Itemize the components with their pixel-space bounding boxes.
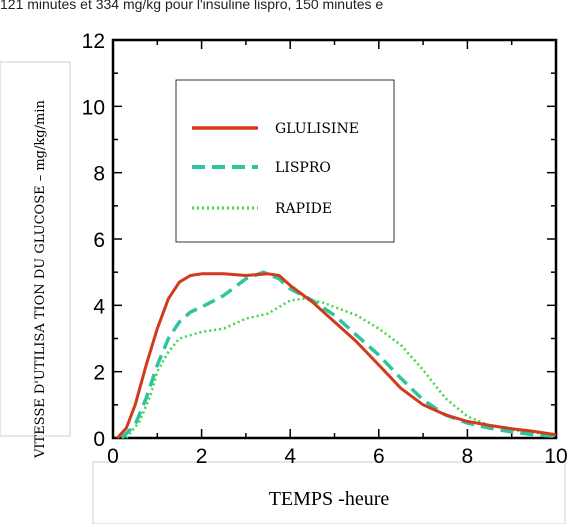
x-tick-label: 6	[373, 445, 385, 468]
legend-box	[175, 79, 395, 243]
y-axis-label: VITESSE D'UTILISA TION DU GLUCOSE – mg/k…	[33, 100, 48, 459]
x-tick-label: 8	[462, 445, 474, 468]
y-tick-label: 10	[82, 96, 105, 119]
left-frame	[0, 61, 71, 437]
y-tick-label: 6	[93, 229, 105, 252]
x-tick-label: 4	[284, 445, 296, 468]
x-tick-label: 10	[544, 445, 567, 468]
cropped-caption-text: 121 minutes et 334 mg/kg pour l'insuline…	[0, 0, 384, 12]
x-axis-label: TEMPS -heure	[269, 488, 390, 510]
xlabel-frame	[92, 461, 566, 524]
series-line-lispro	[120, 270, 557, 440]
series-layer	[116, 270, 557, 440]
y-tick-label: 8	[93, 163, 105, 186]
series-line-glulisine	[116, 272, 557, 440]
legend: GLULISINE LISPRO RAPIDE	[192, 121, 359, 217]
axis-ticks	[112, 39, 557, 439]
x-tick-label: 0	[107, 445, 119, 468]
y-tick-label: 12	[82, 30, 105, 53]
legend-label-rapide: RAPIDE	[275, 201, 332, 217]
x-tick-label: 2	[196, 445, 208, 468]
y-tick-label: 0	[93, 428, 105, 451]
y-tick-label: 2	[93, 362, 105, 385]
axis-tick-labels: 0 2 4 6 8 10 0 2 4 6 8 10 12	[82, 30, 568, 468]
legend-label-lispro: LISPRO	[275, 160, 331, 176]
legend-label-glulisine: GLULISINE	[275, 121, 359, 137]
y-tick-label: 4	[93, 295, 105, 318]
